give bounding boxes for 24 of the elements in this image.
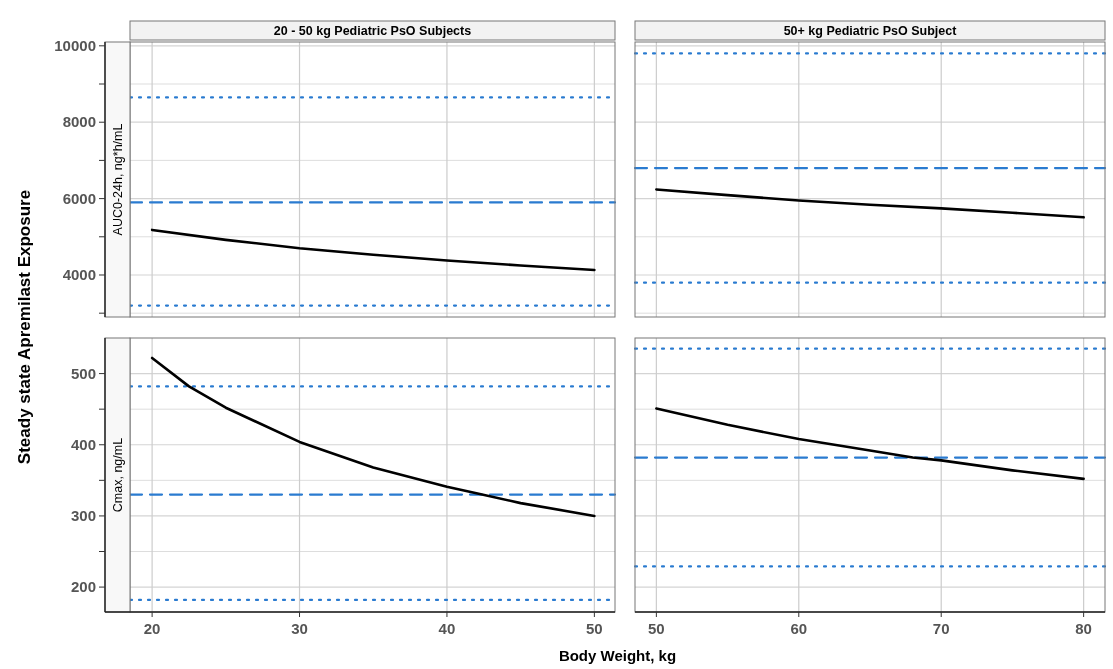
y-tick-label: 200 xyxy=(70,578,96,596)
x-tick-label: 80 xyxy=(1075,620,1092,637)
chart-title: 20 - 50 kg Pediatric PsO Subjects xyxy=(273,24,472,38)
x-tick-label: 60 xyxy=(790,620,808,637)
chart-title: 50+ kg Pediatric PsO Subject xyxy=(783,24,958,38)
x-tick-label: 30 xyxy=(291,620,308,637)
x-axis-title: Body Weight, kg xyxy=(558,647,677,664)
y-tick-label: 4000 xyxy=(62,265,96,283)
y-tick-label: 6000 xyxy=(62,189,96,207)
y-tick-label: 10000 xyxy=(54,36,96,54)
text: Cmax, ng/mL xyxy=(111,437,125,513)
line-series xyxy=(150,228,596,272)
y-axis-title: Steady state Apremilast Exposure xyxy=(15,189,34,465)
y-tick-label: 500 xyxy=(70,364,96,382)
y-tick-label: 400 xyxy=(70,435,96,453)
x-tick-label: 50 xyxy=(648,620,665,637)
line-series xyxy=(150,356,596,518)
x-tick-label: 50 xyxy=(586,620,603,637)
y-tick-label: 300 xyxy=(70,506,96,524)
x-tick-label: 70 xyxy=(932,620,950,637)
x-tick-label: 20 xyxy=(143,620,161,637)
y-tick-label: 8000 xyxy=(62,113,96,131)
x-tick-label: 40 xyxy=(438,620,456,637)
text: AUC0-24h, ng*h/mL xyxy=(111,123,125,236)
